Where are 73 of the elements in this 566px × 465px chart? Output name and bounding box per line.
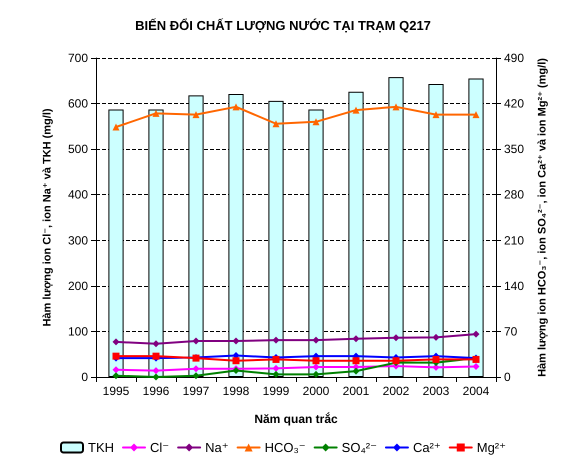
point [432,356,440,363]
point [272,370,280,378]
y2-tick-label: 490 [504,51,524,65]
point [472,111,480,118]
legend-label: Mg²⁺ [476,440,506,455]
y2-tick-label: 280 [504,188,524,202]
point [312,370,320,378]
x-tick-label: 2004 [462,384,490,398]
y-tick-label: 300 [68,233,88,248]
point [432,111,440,118]
x-tick-label: 1997 [182,384,210,398]
point [152,367,160,374]
y2-axis-title: Hàm lượng ion HCO₃⁻, ion SO₄²⁻, ion Ca²⁺ và ion Mg²⁺ (mg/l) [536,58,548,377]
point [152,340,160,348]
y2-tick-label: 420 [504,96,524,111]
x-tick-label: 1999 [262,384,290,398]
point [352,106,360,114]
x-tick-label: 1996 [142,384,170,398]
chart-title: BIẾN ĐỔI CHẤT LƯỢNG NƯỚC TẠI TRẠM Q217 [135,18,431,33]
x-tick-label: 2001 [342,384,370,398]
point [152,374,160,380]
y-tick-label: 500 [68,142,88,156]
point [472,363,480,370]
x-axis-title: Năm quan trắc [254,412,338,426]
point [112,366,120,374]
point [152,110,160,117]
y2-tick-label: 350 [504,142,524,156]
legend-label: HCO₃⁻ [264,440,306,455]
y2-tick-label: 0 [504,370,511,384]
y-tick-label: 700 [68,51,88,65]
legend-label: Na⁺ [205,440,229,455]
point [392,334,400,342]
y-axis-title: Hàm lượng ion Cl⁻, ion Na⁺ và TKH (mg/l) [42,108,54,327]
legend-label: Cl⁻ [150,440,170,455]
point [192,111,200,118]
point [352,335,360,342]
point [112,372,120,380]
point [192,365,200,372]
point [112,124,120,131]
point [312,363,320,370]
point [232,103,240,110]
x-tick-label: 1995 [102,384,130,398]
y2-tick-label: 70 [504,324,518,338]
legend-label: Ca²⁺ [412,440,441,455]
point [112,338,120,346]
point [312,357,320,364]
point [272,336,280,344]
y2-tick-label: 140 [504,278,524,293]
point [312,118,320,126]
y-tick-label: 600 [68,96,88,111]
point [312,336,320,344]
x-tick-label: 2000 [302,384,330,398]
point [352,368,360,375]
point [472,330,480,338]
point [272,120,280,128]
y-tick-label: 400 [68,188,88,202]
legend-label: SO₄²⁻ [342,440,377,455]
y2-tick-label: 210 [504,233,524,248]
point [192,338,200,344]
x-tick-label: 1998 [222,384,250,398]
y-tick-label: 100 [68,324,88,338]
x-tick-label: 2003 [422,384,450,398]
legend-label: TKH [88,440,114,455]
point [232,357,240,364]
point [432,334,440,341]
point [352,357,360,364]
x-tick-label: 2002 [382,384,410,398]
y-tick-label: 0 [81,370,88,384]
point [232,338,240,344]
point [392,103,400,110]
point [192,372,200,380]
point [272,364,280,372]
y-tick-label: 200 [68,278,88,293]
